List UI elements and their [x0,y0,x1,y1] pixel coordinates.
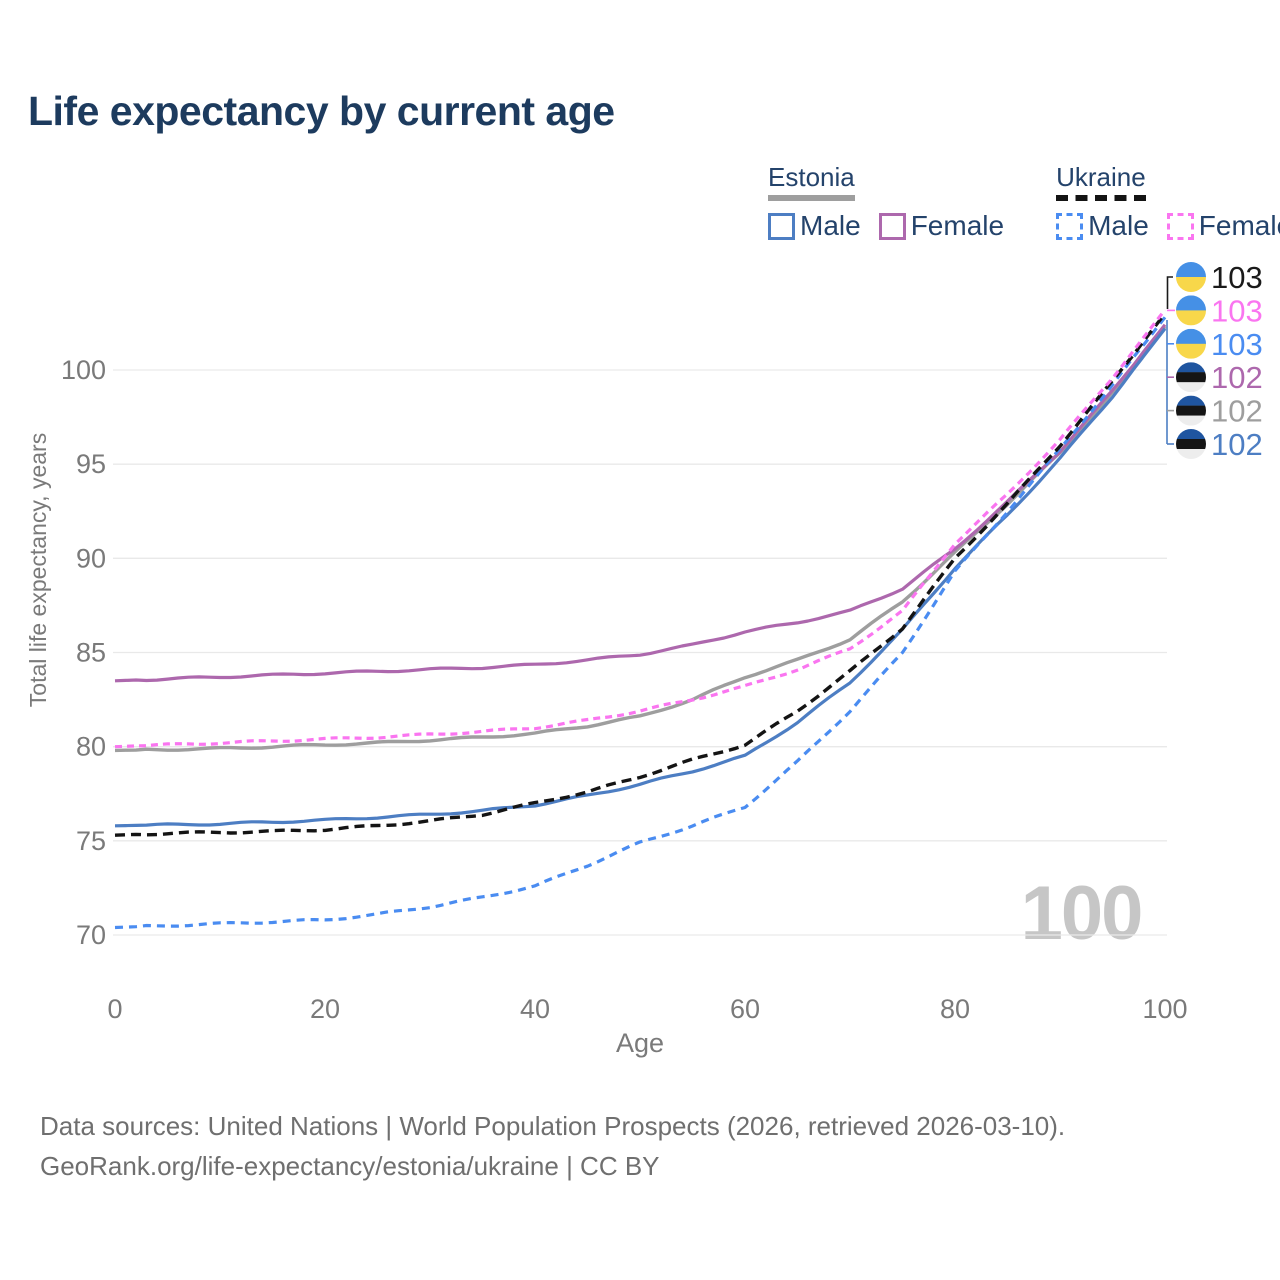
end-value-label-ukraine-female: 103 [1211,293,1263,328]
legend-item-estonia-female[interactable]: Female [878,210,1005,242]
legend-swatch-ukraine-female [1166,212,1194,240]
legend-group-estonia: Estonia Male Female [768,162,1022,242]
legend-label-estonia-male: Male [800,210,861,241]
legend-label-ukraine-male: Male [1088,210,1149,241]
y-tick-label-90: 90 [76,543,106,573]
x-tick-label-0: 0 [107,994,122,1024]
legend-country-estonia: Estonia [768,162,855,201]
page-title: Life expectancy by current age [28,88,615,134]
x-axis-title: Age [616,1028,664,1058]
x-tick-label-80: 80 [940,994,970,1024]
legend-swatch-ukraine-male [1056,212,1084,240]
y-tick-label-100: 100 [61,355,106,385]
series-line-estonia-male [114,327,1167,828]
x-tick-label-20: 20 [310,994,340,1024]
x-tick-label-100: 100 [1142,994,1187,1024]
y-tick-label-75: 75 [76,826,106,856]
legend-label-estonia-female: Female [910,210,1005,241]
end-label-connector-ukraine-both [1166,276,1173,309]
end-value-label-estonia-both: 102 [1211,394,1263,429]
y-tick-label-80: 80 [76,732,106,762]
ukraine-flag-icon [1176,295,1206,326]
series-line-ukraine-both [114,312,1167,837]
legend-item-estonia-male[interactable]: Male [768,210,861,242]
legend-item-ukraine-female[interactable]: Female [1166,210,1280,242]
estonia-flag-icon [1176,429,1206,459]
legend-item-ukraine-male[interactable]: Male [1056,210,1149,242]
end-value-label-ukraine-male: 103 [1211,327,1263,362]
y-tick-label-95: 95 [76,449,106,479]
legend-swatch-estonia-male [768,212,795,240]
x-tick-label-60: 60 [730,994,760,1024]
series-line-ukraine-female [114,308,1167,749]
y-tick-label-70: 70 [76,920,106,950]
end-value-label-ukraine-both: 103 [1211,260,1263,295]
series-line-estonia-female [114,323,1167,683]
footer-attribution: GeoRank.org/life-expectancy/estonia/ukra… [40,1151,660,1181]
legend-label-ukraine-female: Female [1198,210,1280,241]
footer-data-sources: Data sources: United Nations | World Pop… [40,1111,1066,1141]
estonia-flag-icon [1176,395,1206,426]
footer: Data sources: United Nations | World Pop… [40,1106,1065,1186]
estonia-flag-icon [1176,362,1206,393]
end-value-label-estonia-male: 102 [1211,427,1263,462]
legend-swatch-estonia-female [878,212,906,240]
age-counter-watermark: 100 [1021,871,1142,956]
x-tick-label-40: 40 [520,994,550,1024]
series-line-ukraine-male [114,316,1167,930]
end-value-label-estonia-female: 102 [1211,360,1263,395]
y-tick-label-85: 85 [76,638,106,668]
legend: Estonia Male Female Ukraine Male Female [768,162,1280,242]
y-axis-title: Total life expectancy, years [25,433,51,707]
series-line-estonia-both [114,325,1167,753]
legend-group-ukraine: Ukraine Male Female [1056,162,1280,242]
ukraine-flag-icon [1176,328,1206,359]
ukraine-flag-icon [1176,262,1206,292]
legend-country-ukraine: Ukraine [1056,162,1146,201]
